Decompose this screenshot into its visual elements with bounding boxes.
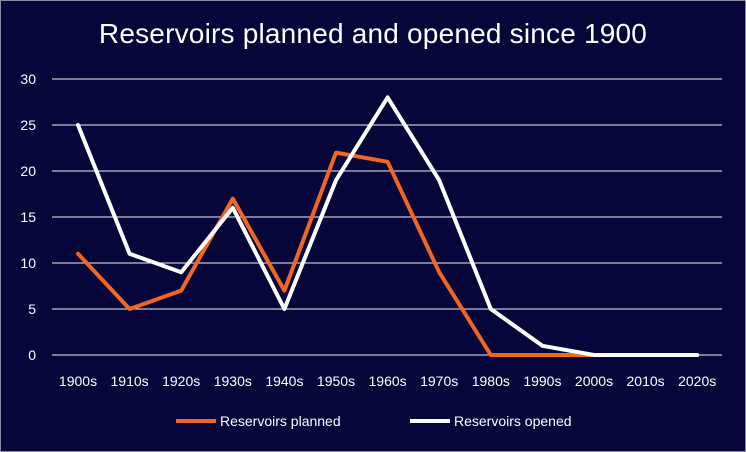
series-line-reservoirs-opened <box>76 95 700 357</box>
series-lines <box>76 95 700 357</box>
data-point <box>644 353 648 357</box>
y-tick-label: 5 <box>28 301 36 317</box>
legend-label: Reservoirs opened <box>454 413 572 429</box>
data-point <box>437 178 441 182</box>
data-point <box>386 160 390 164</box>
x-tick-label: 1910s <box>111 373 149 389</box>
x-tick-label: 1920s <box>162 373 200 389</box>
data-point <box>695 353 699 357</box>
data-point <box>231 206 235 210</box>
data-point <box>231 197 235 201</box>
data-point <box>334 151 338 155</box>
y-tick-label: 15 <box>20 209 36 225</box>
gridlines <box>52 78 722 356</box>
chart-title: Reservoirs planned and opened since 1900 <box>98 18 648 49</box>
data-point <box>76 123 80 127</box>
data-point <box>128 252 132 256</box>
x-tick-label: 2000s <box>575 373 613 389</box>
x-tick-label: 1950s <box>317 373 355 389</box>
data-point <box>489 353 493 357</box>
data-point <box>540 353 544 357</box>
x-tick-label: 2020s <box>678 373 716 389</box>
y-tick-label: 30 <box>20 71 36 87</box>
series-line-reservoirs-planned <box>76 150 700 357</box>
data-point <box>179 289 183 293</box>
data-point <box>592 353 596 357</box>
data-point <box>540 344 544 348</box>
data-point <box>128 307 132 311</box>
y-axis-ticks: 0 5 10 15 20 25 30 <box>20 71 36 363</box>
x-tick-label: 1990s <box>523 373 561 389</box>
data-point <box>386 95 390 99</box>
data-point <box>334 178 338 182</box>
x-tick-label: 1940s <box>265 373 303 389</box>
y-tick-label: 0 <box>28 347 36 363</box>
data-point <box>282 289 286 293</box>
data-point <box>179 270 183 274</box>
legend: Reservoirs planned Reservoirs opened <box>176 413 572 429</box>
x-tick-label: 2010s <box>627 373 665 389</box>
x-tick-label: 1900s <box>59 373 97 389</box>
y-tick-label: 20 <box>20 163 36 179</box>
y-tick-label: 10 <box>20 255 36 271</box>
x-tick-label: 1980s <box>472 373 510 389</box>
data-point <box>76 252 80 256</box>
x-tick-label: 1960s <box>369 373 407 389</box>
legend-label: Reservoirs planned <box>220 413 341 429</box>
x-tick-label: 1930s <box>214 373 252 389</box>
x-axis-ticks: 1900s 1910s 1920s 1930s 1940s 1950s 1960s 1970s… <box>59 373 716 389</box>
y-tick-label: 25 <box>20 117 36 133</box>
data-point <box>282 307 286 311</box>
x-tick-label: 1970s <box>420 373 458 389</box>
data-point <box>437 270 441 274</box>
data-point <box>489 307 493 311</box>
